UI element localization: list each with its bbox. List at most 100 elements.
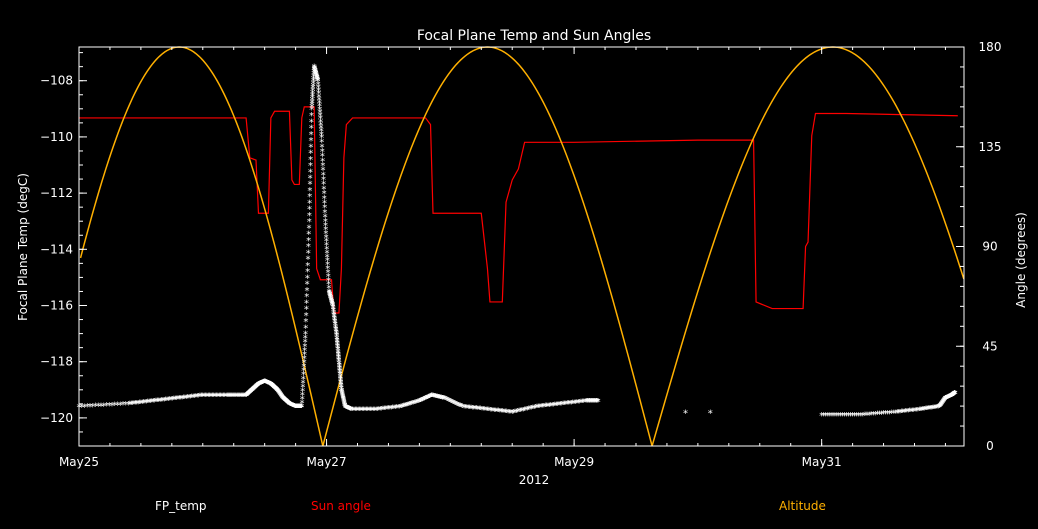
- fp-temp-point-441: *: [332, 316, 337, 327]
- fp-temp-point-59: *: [182, 393, 187, 404]
- fp-temp-point-82: *: [214, 391, 219, 402]
- fp-temp-point-670: *: [515, 407, 520, 418]
- fp-temp-point-606: *: [438, 393, 443, 404]
- fp-temp-point-80: *: [211, 391, 216, 402]
- fp-temp-point-555: *: [394, 403, 399, 414]
- fp-temp-point-137: *: [254, 382, 259, 393]
- fp-temp-point-61: *: [185, 393, 190, 404]
- fp-temp-point-529: *: [358, 405, 363, 416]
- fp-temp-point-403: *: [324, 245, 329, 256]
- fp-temp-point-848: *: [950, 391, 955, 402]
- fp-temp-point-6: *: [93, 402, 98, 413]
- fp-temp-point-322: *: [309, 117, 314, 128]
- fp-temp-point-243: *: [290, 401, 295, 412]
- fp-temp-point-154: *: [259, 379, 264, 390]
- fp-temp-point-229: *: [285, 398, 290, 409]
- fp-temp-point-510: *: [345, 404, 350, 415]
- fp-temp-point-324: *: [309, 105, 314, 116]
- fp-temp-point-473: *: [337, 366, 342, 377]
- fp-temp-point-316: *: [308, 155, 313, 166]
- fp-temp-point-552: *: [390, 404, 395, 415]
- fp-temp-point-175: *: [267, 379, 272, 390]
- fp-temp-point-800: *: [926, 404, 931, 415]
- fp-temp-point-244: *: [290, 401, 295, 412]
- fp-temp-point-545: *: [380, 405, 385, 416]
- fp-temp-point-250: *: [292, 402, 297, 413]
- fp-temp-point-420: *: [328, 292, 333, 303]
- fp-temp-point-714: *: [576, 398, 581, 409]
- fp-temp-point-27: *: [138, 398, 143, 409]
- fp-temp-point-21: *: [130, 399, 135, 410]
- fp-temp-point-267: *: [298, 403, 303, 414]
- fp-temp-point-48: *: [167, 395, 172, 406]
- fp-temp-point-725: *: [587, 397, 592, 408]
- fp-temp-point-132: *: [252, 384, 257, 395]
- fp-temp-point-83: *: [215, 391, 220, 402]
- fp-temp-point-285: *: [302, 342, 307, 353]
- fp-temp-point-525: *: [353, 405, 358, 416]
- fp-temp-point-771: *: [887, 409, 892, 420]
- fp-temp-point-732: *: [592, 397, 597, 408]
- fp-temp-point-210: *: [279, 391, 284, 402]
- fp-temp-point-215: *: [280, 394, 285, 405]
- fp-temp-point-392: *: [322, 198, 327, 209]
- fp-temp-point-121: *: [248, 387, 253, 398]
- fp-temp-point-12: *: [110, 401, 115, 412]
- fp-temp-point-582: *: [421, 395, 426, 406]
- fp-temp-point-438: *: [331, 311, 336, 322]
- fp-temp-point-81: *: [213, 391, 218, 402]
- fp-temp-point-388: *: [321, 180, 326, 191]
- fp-temp-point-759: *: [862, 411, 867, 422]
- fp-temp-point-160: *: [261, 378, 266, 389]
- fp-temp-point-332: *: [310, 86, 315, 97]
- fp-temp-point-830: *: [944, 394, 949, 405]
- fp-temp-point-490: *: [340, 390, 345, 401]
- legend-sun-angle: Sun angle: [311, 499, 371, 513]
- y-left-tick-label-4: −116: [40, 299, 73, 313]
- fp-temp-point-778: *: [899, 408, 904, 419]
- fp-temp-point-648: *: [485, 405, 490, 416]
- fp-temp-point-379: *: [319, 138, 324, 149]
- fp-temp-point-214: *: [280, 393, 285, 404]
- fp-temp-point-95: *: [230, 391, 235, 402]
- fp-temp-point-470: *: [337, 361, 342, 372]
- fp-temp-point-512: *: [345, 404, 350, 415]
- fp-temp-point-662: *: [504, 408, 509, 419]
- fp-temp-point-742: *: [827, 411, 832, 422]
- fp-temp-point-293: *: [304, 298, 309, 309]
- fp-temp-point-224: *: [283, 397, 288, 408]
- fp-temp-point-37: *: [152, 397, 157, 408]
- fp-temp-point-74: *: [203, 391, 208, 402]
- fp-temp-point-118: *: [247, 388, 252, 399]
- fp-temp-point-840: *: [947, 392, 952, 403]
- fp-temp-point-604: *: [436, 393, 441, 404]
- fp-temp-point-760: *: [865, 410, 870, 421]
- fp-temp-point-677: *: [525, 405, 530, 416]
- fp-temp-point-249: *: [292, 402, 297, 413]
- fp-temp-point-96: *: [231, 391, 236, 402]
- fp-temp-point-528: *: [357, 405, 362, 416]
- fp-temp-point-376: *: [319, 127, 324, 138]
- fp-temp-point-194: *: [273, 385, 278, 396]
- fp-temp-point-281: *: [302, 358, 307, 369]
- fp-temp-point-733: *: [593, 397, 598, 408]
- fp-temp-point-71: *: [199, 392, 204, 403]
- fp-temp-point-653: *: [492, 406, 497, 417]
- fp-temp-point-533: *: [364, 405, 369, 416]
- fp-temp-point-781: *: [903, 407, 908, 418]
- fp-temp-point-241: *: [289, 401, 294, 412]
- fp-temp-point-85: *: [218, 391, 223, 402]
- fp-temp-point-821: *: [941, 398, 946, 409]
- fp-temp-point-256: *: [294, 403, 299, 414]
- altitude-arc-2: [651, 46, 965, 447]
- fp-temp-point-410: *: [326, 272, 331, 283]
- fp-temp-point-399: *: [323, 229, 328, 240]
- fp-temp-point-774: *: [893, 408, 898, 419]
- fp-temp-point-516: *: [347, 405, 352, 416]
- fp-temp-point-474: *: [337, 367, 342, 378]
- fp-temp-point-193: *: [273, 384, 278, 395]
- fp-temp-point-150: *: [258, 379, 263, 390]
- fp-temp-point-621: *: [451, 398, 456, 409]
- fp-temp-point-355: *: [314, 73, 319, 84]
- fp-temp-point-716: *: [578, 398, 583, 409]
